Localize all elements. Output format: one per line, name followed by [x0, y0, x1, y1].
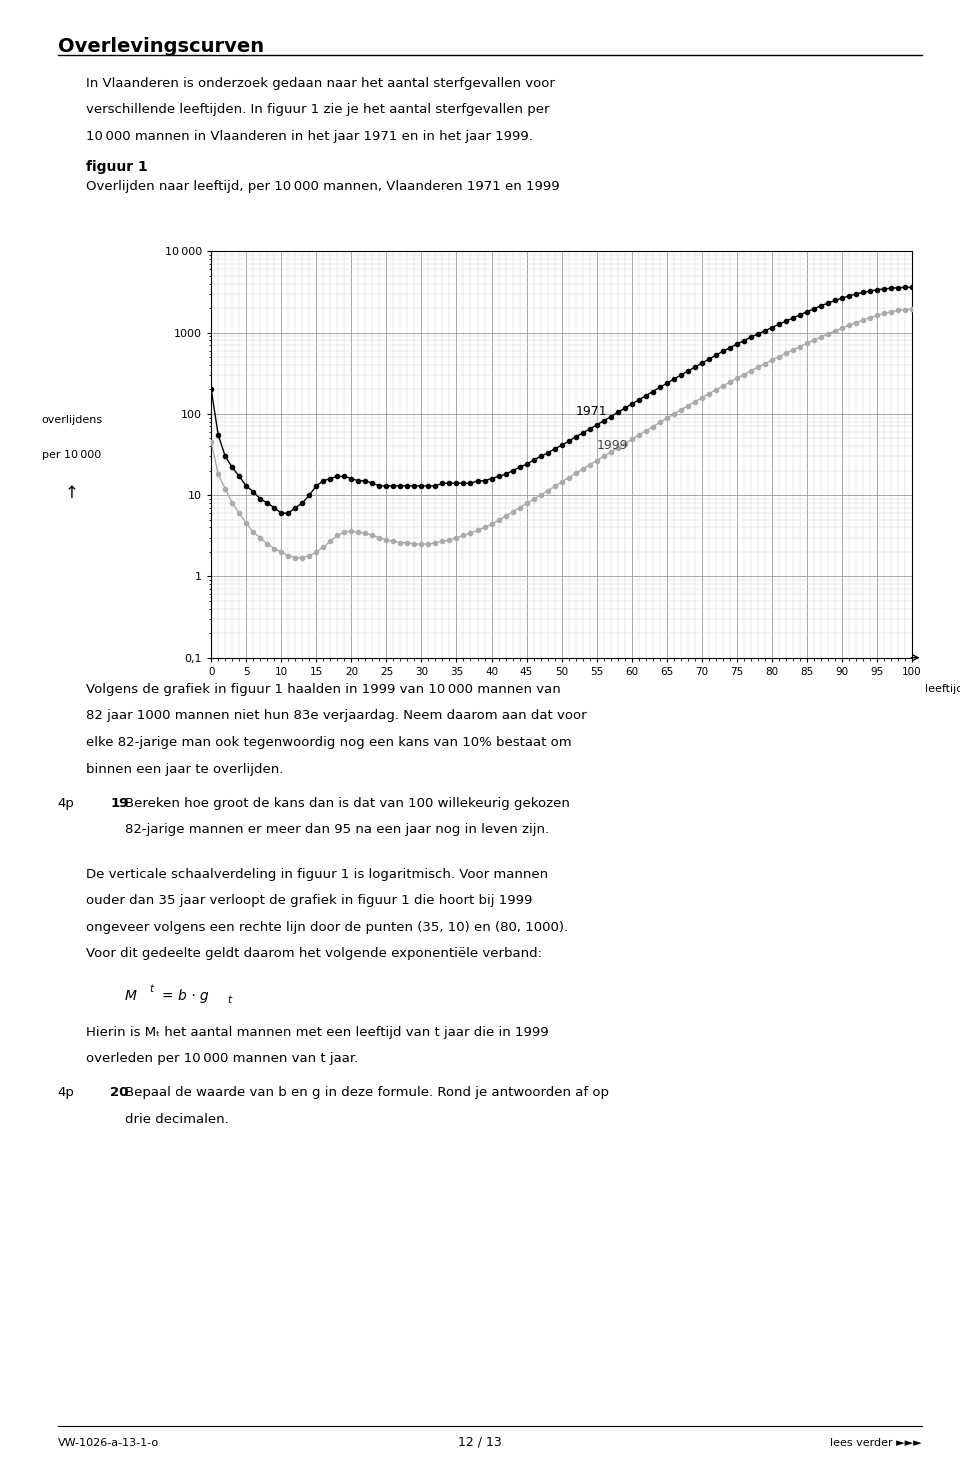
Text: overleden per 10 000 mannen van t jaar.: overleden per 10 000 mannen van t jaar. [86, 1052, 359, 1066]
Text: VW-1026-a-13-1-o: VW-1026-a-13-1-o [58, 1438, 158, 1448]
Text: 1971: 1971 [576, 405, 608, 418]
Text: Bereken hoe groot de kans dan is dat van 100 willekeurig gekozen: Bereken hoe groot de kans dan is dat van… [125, 797, 569, 810]
Text: Hierin is Mₜ het aantal mannen met een leeftijd van t jaar die in 1999: Hierin is Mₜ het aantal mannen met een l… [86, 1026, 549, 1039]
Text: binnen een jaar te overlijden.: binnen een jaar te overlijden. [86, 763, 284, 776]
Text: ongeveer volgens een rechte lijn door de punten (35, 10) en (80, 1000).: ongeveer volgens een rechte lijn door de… [86, 921, 568, 934]
Text: ouder dan 35 jaar verloopt de grafiek in figuur 1 die hoort bij 1999: ouder dan 35 jaar verloopt de grafiek in… [86, 894, 533, 907]
Text: Overlevingscurven: Overlevingscurven [58, 37, 264, 56]
Text: 82-jarige mannen er meer dan 95 na een jaar nog in leven zijn.: 82-jarige mannen er meer dan 95 na een j… [125, 823, 549, 837]
Text: overlijdens: overlijdens [41, 415, 103, 424]
Text: elke 82-jarige man ook tegenwoordig nog een kans van 10% bestaat om: elke 82-jarige man ook tegenwoordig nog … [86, 736, 572, 749]
Text: Overlijden naar leeftijd, per 10 000 mannen, Vlaanderen 1971 en 1999: Overlijden naar leeftijd, per 10 000 man… [86, 180, 560, 194]
Text: Voor dit gedeelte geldt daarom het volgende exponentiële verband:: Voor dit gedeelte geldt daarom het volge… [86, 947, 542, 961]
Text: verschillende leeftijden. In figuur 1 zie je het aantal sterfgevallen per: verschillende leeftijden. In figuur 1 zi… [86, 103, 550, 117]
Text: M: M [125, 989, 137, 1002]
Text: 4p: 4p [58, 797, 75, 810]
Text: t: t [228, 995, 231, 1005]
Text: = b · g: = b · g [162, 989, 209, 1002]
Text: per 10 000: per 10 000 [42, 449, 102, 460]
Text: 1999: 1999 [596, 439, 628, 452]
Text: De verticale schaalverdeling in figuur 1 is logaritmisch. Voor mannen: De verticale schaalverdeling in figuur 1… [86, 868, 548, 881]
Text: leeftijd: leeftijd [924, 684, 960, 695]
Text: figuur 1: figuur 1 [86, 160, 148, 173]
Text: 4p: 4p [58, 1086, 75, 1100]
Text: drie decimalen.: drie decimalen. [125, 1113, 228, 1126]
Text: 20: 20 [110, 1086, 129, 1100]
Text: t: t [150, 984, 154, 995]
Text: 82 jaar 1000 mannen niet hun 83e verjaardag. Neem daarom aan dat voor: 82 jaar 1000 mannen niet hun 83e verjaar… [86, 709, 587, 723]
Text: In Vlaanderen is onderzoek gedaan naar het aantal sterfgevallen voor: In Vlaanderen is onderzoek gedaan naar h… [86, 77, 555, 90]
Text: Bepaal de waarde van b en g in deze formule. Rond je antwoorden af op: Bepaal de waarde van b en g in deze form… [125, 1086, 609, 1100]
Text: 12 / 13: 12 / 13 [458, 1435, 502, 1448]
Text: 10 000 mannen in Vlaanderen in het jaar 1971 en in het jaar 1999.: 10 000 mannen in Vlaanderen in het jaar … [86, 130, 533, 143]
Text: ↑: ↑ [65, 485, 79, 503]
Text: Volgens de grafiek in figuur 1 haalden in 1999 van 10 000 mannen van: Volgens de grafiek in figuur 1 haalden i… [86, 683, 562, 696]
Text: lees verder ►►►: lees verder ►►► [830, 1438, 922, 1448]
Text: 19: 19 [110, 797, 129, 810]
